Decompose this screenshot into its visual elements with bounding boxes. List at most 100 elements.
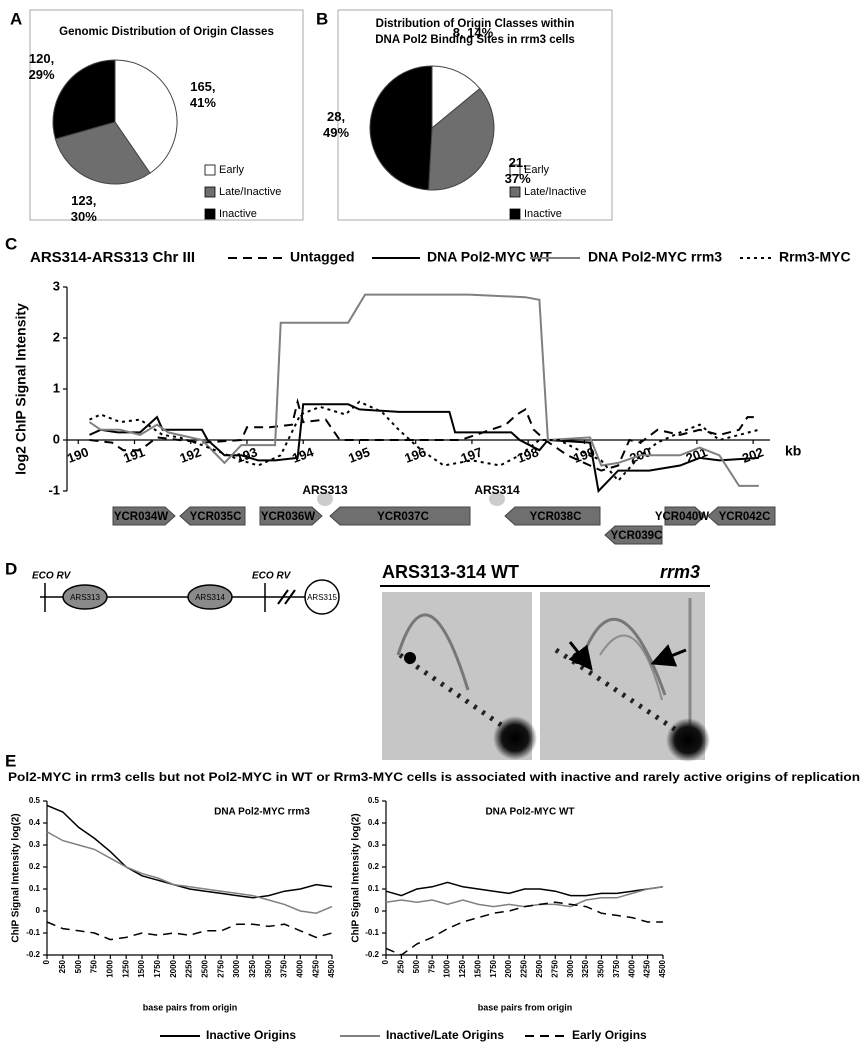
x-tick-label: 2500 [535,959,544,977]
panel-label: C [5,234,17,253]
legend-label: Early [219,164,245,176]
pie-slice [54,121,151,185]
y-tick-label: 3 [53,278,60,293]
gene-label: YCR035C [190,511,242,523]
gel-title: ARS313-314 WT [382,562,519,582]
x-tick-label: 190 [65,444,91,466]
y-tick-label: 0.5 [29,796,41,805]
origin-shape [304,579,340,615]
gene-label: YCR038C [530,511,582,523]
pie-slice [369,65,433,191]
x-tick-label: 250 [396,959,405,973]
x-tick-label: 500 [412,959,421,973]
origin-label: ARS314 [474,483,520,497]
series-line [88,293,759,487]
y-tick-label: 2 [53,329,60,344]
x-tick-label: 4000 [627,959,636,977]
legend-swatch [204,208,216,220]
chart-title: DNA Pol2-MYC WT [485,807,574,818]
x-tick-label: 4000 [295,959,304,977]
y-tick-label: 0.3 [29,840,41,849]
x-tick-label: 2000 [169,959,178,977]
y-axis-label: ChIP Signal Intensity log(2) [11,813,22,942]
x-tick-label: 1000 [443,959,452,977]
gel-spot [666,718,710,762]
x-tick-label: 3000 [566,959,575,977]
y-tick-label: 0.1 [29,884,41,893]
y-tick-label: -0.2 [365,950,379,959]
gel-arc [580,617,667,696]
gel-spot [493,716,537,760]
pie-slice [428,87,495,191]
gene-arrow [707,506,776,526]
gene-arrow [179,506,246,526]
gel-diagonal [554,647,690,741]
x-tick-label: 1750 [153,959,162,977]
y-tick-label: -0.2 [26,950,40,959]
legend-label: Untagged [290,249,355,265]
series-line [46,804,333,899]
gene-arrow [112,506,176,526]
chart-title: Distribution of Origin Classes within [376,18,575,30]
gel-label: rrm3 [660,562,700,582]
gene-label: YCR039C [611,530,663,542]
x-tick-label: 198 [515,444,541,466]
origin-label: ARS315 [307,593,337,602]
gel-arrow [568,641,593,671]
gel-panel: ARS313-314 WT rrm3 [380,562,710,762]
x-tick-label: 750 [427,959,436,973]
y-tick-label: 0.3 [368,840,380,849]
x-tick-label: 194 [290,444,316,466]
gene-arrow [604,525,663,545]
legend-swatch [509,208,521,220]
legend-label: Early [524,164,550,176]
x-tick-label: 0 [381,959,390,964]
origin-shape [62,584,108,610]
gel-arc [396,613,470,691]
break-mark [284,589,296,605]
y-axis-label: log2 ChIP Signal Intensity [13,303,29,475]
series-line [46,831,333,914]
panel-label: A [10,9,22,28]
x-tick-label: 2000 [504,959,513,977]
x-tick-label: 3000 [232,959,241,977]
panel-heading: Pol2-MYC in rrm3 cells but not Pol2-MYC … [8,770,860,784]
gel-arrow [650,644,687,667]
pie-slice [431,65,481,130]
x-tick-label: 1750 [489,959,498,977]
x-tick-label: 191 [121,444,147,466]
x-tick-label: 2750 [216,959,225,977]
slice-label: 165, 41% [189,78,216,110]
x-tick-label: 3500 [264,959,273,977]
x-tick-label: 192 [178,444,204,466]
gene-label: YCR036W [261,511,315,523]
gene-label: YCR034W [114,511,168,523]
panel-label: D [5,559,17,578]
legend-label: Late/Inactive [524,186,586,198]
y-tick-label: 0.2 [29,862,41,871]
legend-swatch [509,164,521,176]
x-axis-label: base pairs from origin [143,1002,238,1012]
x-tick-label: 250 [58,959,67,973]
x-tick-label: 0 [42,959,51,964]
legend-label: Late/Inactive [219,186,281,198]
legend-label: DNA Pol2-MYC rrm3 [588,249,722,265]
x-axis-label: base pairs from origin [478,1002,573,1012]
legend-label: Inactive [524,208,562,220]
series-line [89,403,759,494]
slice-label: 120, 29% [28,50,55,82]
slice-label: 123, 30% [70,192,97,224]
legend-label: Inactive [219,208,257,220]
x-tick-label: 1500 [473,959,482,977]
origin-marker [317,492,333,506]
x-tick-label: 4500 [658,959,667,977]
x-tick-label: 3250 [581,959,590,977]
x-tick-label: 202 [740,444,766,466]
panel-label: B [316,9,328,28]
slice-label: 21, 37% [504,155,531,187]
x-tick-label: 3250 [248,959,257,977]
pie-slice [52,59,116,140]
site-label: ECO RV [252,571,292,582]
